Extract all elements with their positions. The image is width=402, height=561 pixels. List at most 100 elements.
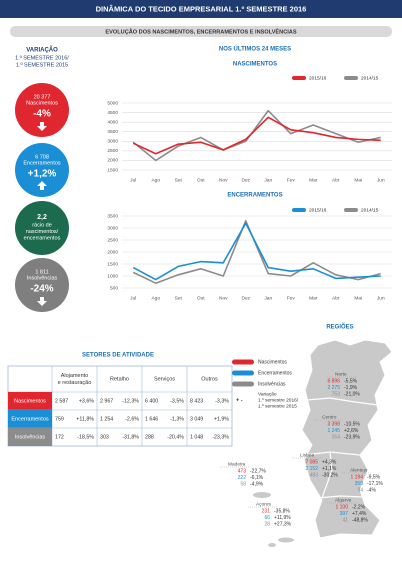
y-tick-label: 1500	[107, 261, 118, 267]
x-tick-label: Out	[197, 177, 205, 183]
variation-title: VARIAÇÃO	[26, 47, 58, 54]
region-value: 1 194	[350, 474, 363, 480]
region-value: 2 275	[327, 385, 340, 391]
header-bar	[0, 0, 402, 18]
region-change: +1,1%	[322, 466, 337, 472]
region-change: -1,9%	[344, 385, 358, 391]
column-header: Alojamento	[61, 373, 89, 379]
kpi-change: -4%	[33, 109, 51, 120]
legend-label: Nascimentos	[258, 359, 287, 365]
acores-island	[278, 537, 294, 543]
y-tick-label: 2500	[107, 148, 118, 154]
row-label: Insolvências	[15, 434, 46, 440]
cell-change: -20,4%	[167, 434, 184, 440]
cell-value: 759	[55, 416, 64, 422]
period-title: NOS ÚLTIMOS 24 MESES	[219, 46, 291, 53]
series-line	[132, 220, 381, 284]
cell-value: 288	[145, 434, 154, 440]
variation-note: 1.º semestre 2015	[258, 403, 297, 409]
region-change: -30,2%	[322, 472, 338, 478]
region-change: +11,9%	[274, 515, 291, 521]
legend-label: 2015/16	[309, 75, 327, 81]
variation-note: 1.º semestre 2016/	[258, 397, 299, 403]
x-tick-label: Dez	[241, 177, 250, 183]
row-label: Encerramentos	[11, 416, 49, 422]
region-change: -6,1%	[250, 475, 264, 481]
page-subtitle: EVOLUÇÃO DOS NASCIMENTOS, ENCERRAMENTOS …	[105, 27, 296, 35]
x-tick-label: Dez	[241, 295, 250, 301]
legend-swatch	[232, 381, 254, 387]
mainland	[301, 339, 393, 539]
region-value: 7 085	[305, 459, 318, 465]
kpi-label: Insolvências	[27, 275, 58, 281]
cell-change: -23,3%	[212, 434, 229, 440]
column-header: e restauração	[58, 380, 92, 386]
border	[321, 451, 333, 499]
cell-change: -3,3%	[215, 398, 229, 404]
x-tick-label: Ago	[151, 177, 160, 183]
row-label: Nascimentos	[14, 398, 46, 404]
region-change: -5,5%	[344, 378, 358, 384]
column-header: Serviços	[154, 376, 175, 382]
kpi-value: 1 811	[35, 269, 48, 275]
region-name: Alentejo	[350, 467, 368, 473]
region-change: -48,8%	[352, 517, 368, 523]
y-tick-label: 1000	[107, 273, 118, 279]
column-header: Outros	[201, 376, 218, 382]
legend-label: Insolvências	[258, 381, 286, 387]
cell-value: 6 400	[145, 398, 158, 404]
cell-value: 303	[100, 434, 109, 440]
region-name: Centro	[322, 414, 337, 420]
legend-swatch	[292, 208, 306, 212]
y-tick-label: 3500	[107, 129, 118, 135]
cell-change: -18,5%	[77, 434, 94, 440]
x-tick-label: Jan	[264, 295, 272, 301]
legend-swatch	[344, 76, 358, 80]
legend-swatch	[232, 370, 254, 376]
region-value: 28	[264, 521, 270, 527]
kpi-label: rácio de	[32, 222, 52, 228]
x-tick-label: Fev	[287, 295, 296, 301]
region-change: -35,8%	[274, 508, 290, 514]
kpi-label: nascimentos/	[26, 229, 59, 235]
region-change: -17,1%	[367, 481, 383, 487]
region-change: -22,7%	[250, 468, 266, 474]
y-tick-label: 4000	[107, 119, 118, 125]
x-tick-label: Mai	[354, 177, 362, 183]
region-value: 3 398	[327, 421, 340, 427]
region-value: 41	[342, 517, 348, 523]
y-tick-label: 500	[110, 285, 118, 291]
cell-change: +3,6%	[79, 398, 94, 404]
regions-title: REGIÕES	[326, 324, 353, 331]
page-title: DINÂMICA DO TECIDO EMPRESARIAL 1.º SEMES…	[96, 4, 307, 13]
chart-title: ENCERRAMENTOS	[227, 193, 282, 199]
region-name: Lisboa	[300, 452, 314, 458]
kpi-value: 20 377	[34, 94, 51, 100]
region-change: -23,9%	[344, 434, 360, 440]
y-tick-label: 3500	[107, 213, 118, 219]
region-change: +2,6%	[344, 428, 359, 434]
cell-change: -31,8%	[122, 434, 139, 440]
cell-value: 172	[55, 434, 64, 440]
region-value: 6 896	[327, 378, 340, 384]
cell-change: -3,5%	[170, 398, 184, 404]
column-header: Retalho	[110, 376, 129, 382]
cell-change: +11,8%	[76, 416, 94, 422]
region-value: 1 245	[327, 428, 340, 434]
chart-title: NASCIMENTOS	[233, 62, 277, 68]
kpi-circle	[15, 143, 69, 197]
cell-change: -12,3%	[122, 398, 139, 404]
kpi-circle	[15, 201, 69, 255]
x-tick-label: Jan	[264, 177, 272, 183]
arrow-icon	[37, 181, 47, 190]
region-value: 473	[238, 468, 247, 474]
border	[306, 397, 379, 406]
x-tick-label: Fev	[287, 177, 296, 183]
region-value: 231	[262, 508, 271, 514]
y-tick-label: 3000	[107, 139, 118, 145]
table-title: SETORES DE ATIVIDADE	[82, 353, 154, 359]
region-name: Madeira	[228, 461, 246, 467]
kpi-circle	[15, 83, 69, 137]
region-change: +27,3%	[274, 521, 292, 527]
row-label-cell	[8, 428, 52, 446]
